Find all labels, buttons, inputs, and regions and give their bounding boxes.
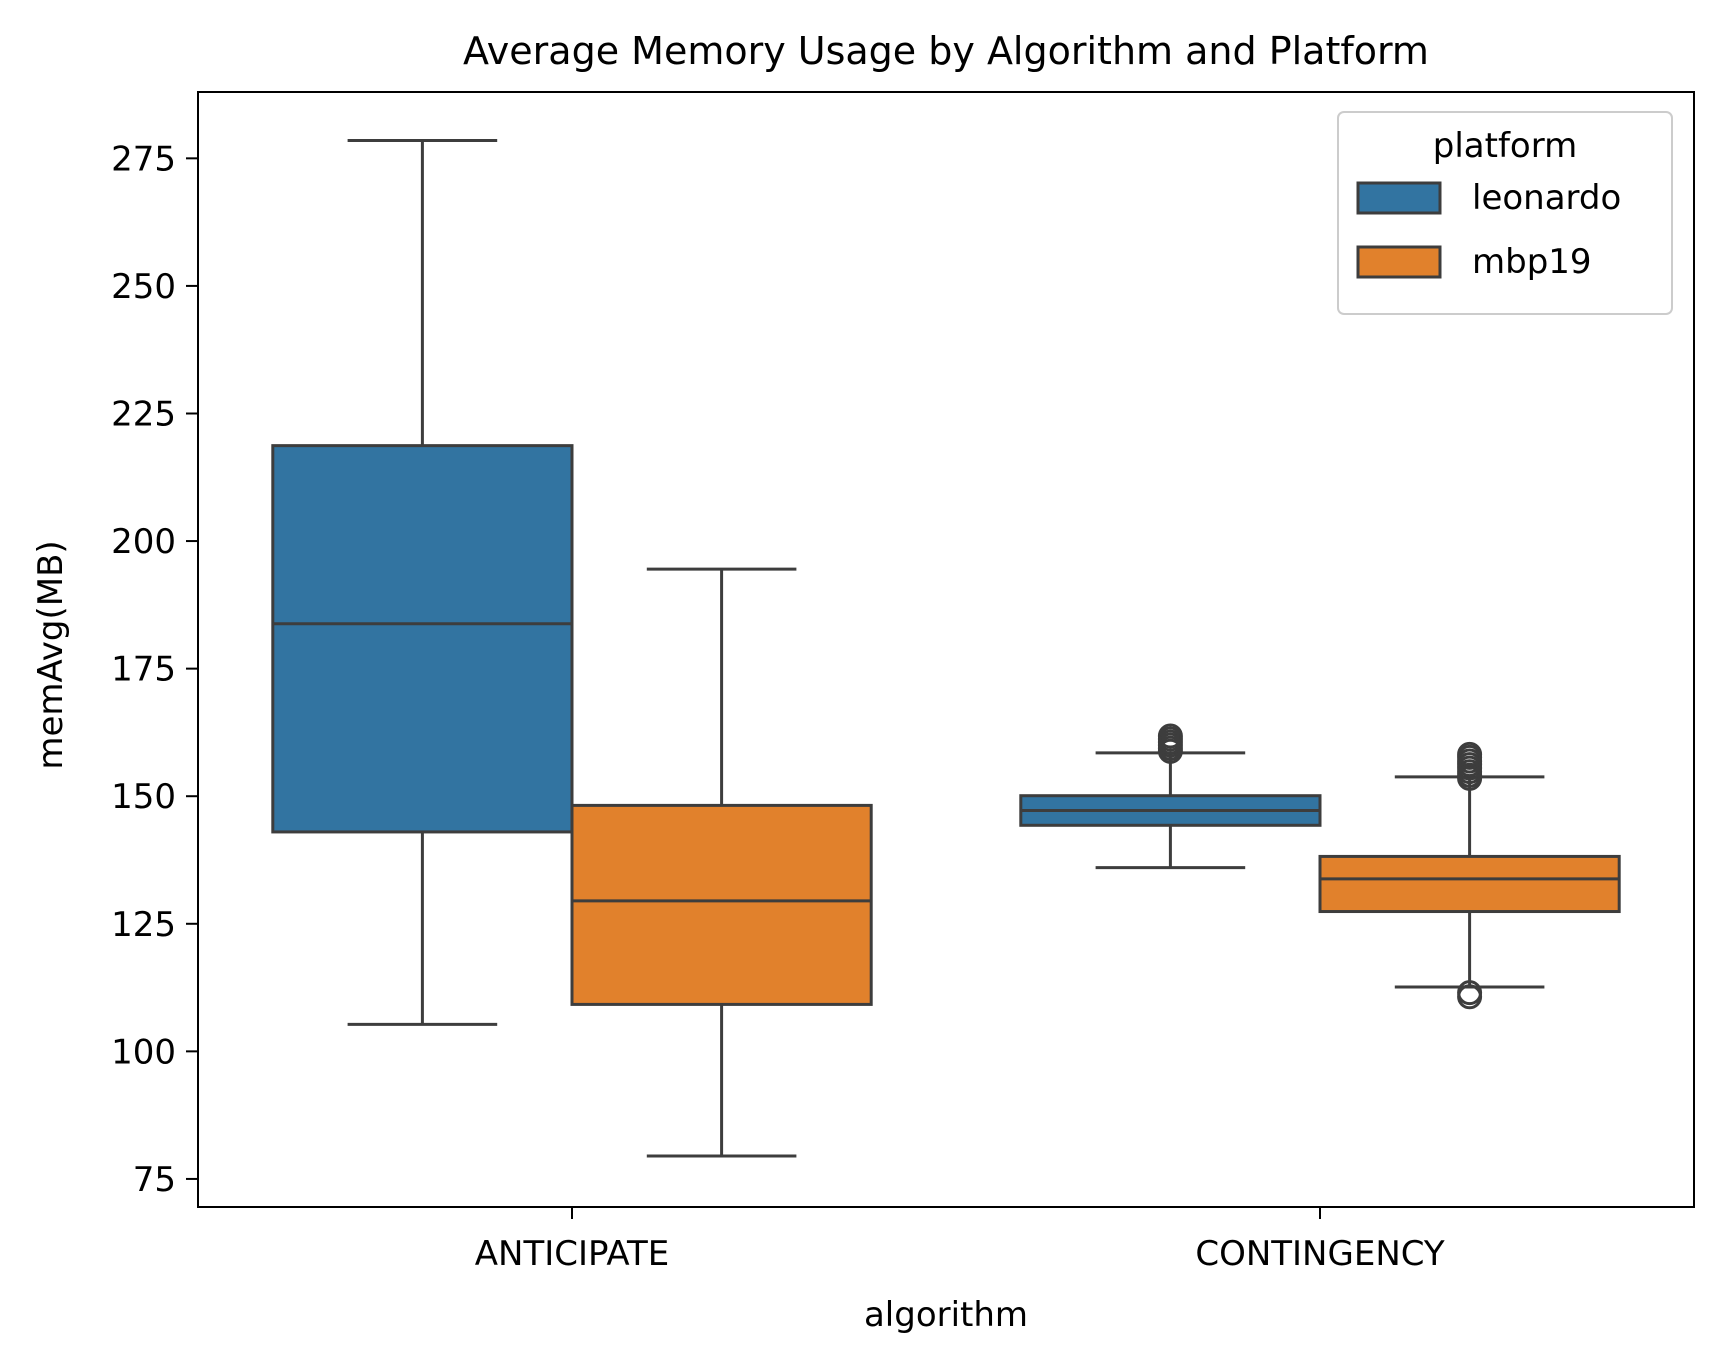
legend-title: platform — [1433, 126, 1577, 166]
x-tick-label: CONTINGENCY — [1195, 1234, 1445, 1274]
box-leonardo-anticipate — [271, 138, 574, 1026]
box-plots — [271, 138, 1621, 1158]
y-tick-label: 200 — [111, 522, 176, 562]
outlier-point — [1457, 741, 1483, 767]
plot-area-frame — [197, 91, 1695, 1208]
y-axis-ticks: 75 100 125 150 175 200 225 250 275 — [111, 139, 198, 1200]
legend-swatch-leonardo — [1356, 181, 1442, 215]
x-tick-label: ANTICIPATE — [475, 1234, 669, 1274]
x-axis-ticks: ANTICIPATE CONTINGENCY — [475, 1207, 1445, 1274]
y-tick-label: 150 — [111, 777, 176, 817]
y-tick-label: 175 — [111, 650, 176, 690]
iqr-box — [1318, 854, 1621, 914]
legend-label-mbp19: mbp19 — [1472, 242, 1592, 282]
chart-title: Average Memory Usage by Algorithm and Pl… — [463, 29, 1429, 73]
y-tick-label: 275 — [111, 139, 176, 179]
y-tick-label: 100 — [111, 1032, 176, 1072]
iqr-box — [271, 444, 574, 834]
box-mbp19-contingency — [1318, 741, 1621, 1010]
box-leonardo-contingency — [1019, 723, 1322, 870]
y-tick-label: 125 — [111, 905, 176, 945]
iqr-box — [570, 803, 873, 1006]
y-axis-label: memAvg(MB) — [31, 540, 71, 769]
legend: platform leonardo mbp19 — [1337, 111, 1673, 315]
y-tick-label: 75 — [133, 1160, 176, 1200]
outlier-point — [1457, 980, 1483, 1006]
legend-label-leonardo: leonardo — [1472, 178, 1621, 218]
box-mbp19-anticipate — [570, 567, 873, 1158]
x-axis-label: algorithm — [864, 1295, 1028, 1335]
y-tick-label: 225 — [111, 394, 176, 434]
legend-swatch-mbp19 — [1356, 245, 1442, 279]
outlier-point — [1157, 723, 1183, 749]
y-tick-label: 250 — [111, 267, 176, 307]
